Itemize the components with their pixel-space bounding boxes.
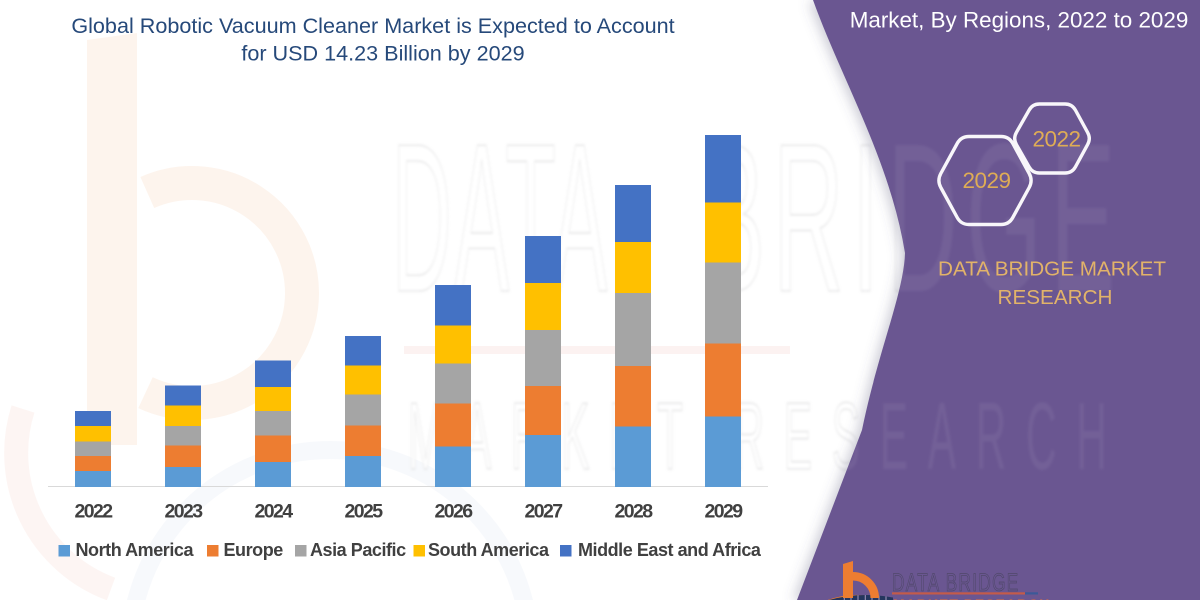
svg-text:2023: 2023 <box>165 501 204 523</box>
svg-text:MARKET RESEARCH: MARKET RESEARCH <box>893 596 1050 600</box>
svg-text:RESEARCH: RESEARCH <box>998 286 1113 309</box>
svg-text:2028: 2028 <box>615 501 654 523</box>
svg-text:2025: 2025 <box>345 501 384 523</box>
svg-text:North America: North America <box>76 540 195 560</box>
svg-text:DATA BRIDGE MARKET: DATA BRIDGE MARKET <box>938 258 1166 281</box>
svg-text:2026: 2026 <box>435 501 474 523</box>
svg-text:Market, By Regions, 2022 to 20: Market, By Regions, 2022 to 2029 <box>850 8 1189 33</box>
svg-text:DATA: DATA <box>392 100 610 337</box>
svg-text:2027: 2027 <box>525 501 563 523</box>
svg-text:2022: 2022 <box>75 501 114 523</box>
svg-text:Middle East and Africa: Middle East and Africa <box>578 540 762 560</box>
svg-text:Global Robotic Vacuum Cleaner: Global Robotic Vacuum Cleaner Market is … <box>71 13 674 38</box>
svg-text:Europe: Europe <box>224 540 284 560</box>
svg-text:2029: 2029 <box>705 501 744 523</box>
svg-text:Asia Pacific: Asia Pacific <box>310 540 406 560</box>
svg-text:2022: 2022 <box>1032 127 1080 152</box>
svg-text:2029: 2029 <box>962 168 1010 193</box>
svg-text:South America: South America <box>428 540 550 560</box>
svg-text:2024: 2024 <box>255 501 294 523</box>
svg-text:for USD 14.23 Billion by 2029: for USD 14.23 Billion by 2029 <box>241 41 524 66</box>
